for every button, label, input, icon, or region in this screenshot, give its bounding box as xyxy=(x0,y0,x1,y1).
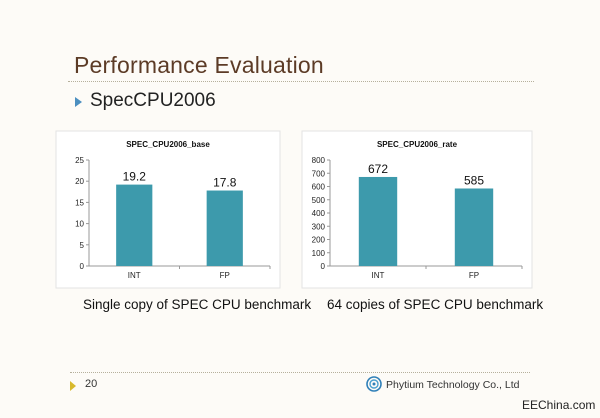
x-tick-label-int: INT xyxy=(372,271,385,280)
y-tick-label: 500 xyxy=(312,196,326,205)
page-number: 20 xyxy=(85,378,98,390)
bullet-arrow-icon xyxy=(75,97,82,107)
title-divider xyxy=(68,81,534,82)
slide-title: Performance Evaluation xyxy=(74,52,324,78)
bar-fp-base xyxy=(206,190,243,266)
footer-divider xyxy=(70,372,530,373)
y-tick-label: 10 xyxy=(75,220,84,229)
y-tick-label: 200 xyxy=(312,236,326,245)
x-tick-label-int: INT xyxy=(128,271,141,280)
left-chart-caption: Single copy of SPEC CPU benchmark xyxy=(83,297,312,312)
y-tick-label: 20 xyxy=(75,177,84,186)
y-tick-label: 0 xyxy=(321,262,326,271)
y-tick-label: 15 xyxy=(75,198,84,207)
bar-int-rate xyxy=(358,176,398,266)
y-tick-label: 300 xyxy=(312,222,326,231)
company-logo-icon xyxy=(366,376,382,392)
data-label-fp-rate: 585 xyxy=(464,173,484,187)
data-label-fp-base: 17.8 xyxy=(213,176,237,190)
slide-subtitle: SpecCPU2006 xyxy=(90,90,216,111)
x-tick-label-fp: FP xyxy=(220,271,230,280)
data-label-int-rate: 672 xyxy=(368,162,388,176)
footer-arrow-icon xyxy=(70,381,76,391)
y-tick-label: 100 xyxy=(312,249,326,258)
y-tick-label: 600 xyxy=(312,183,326,192)
y-tick-label: 0 xyxy=(80,262,85,271)
y-tick-label: 700 xyxy=(312,169,326,178)
y-tick-label: 25 xyxy=(75,156,84,165)
y-tick-label: 400 xyxy=(312,209,326,218)
watermark-text: EEChina.com xyxy=(522,398,596,412)
right-chart-caption: 64 copies of SPEC CPU benchmark xyxy=(327,297,544,312)
chart-title-rate: SPEC_CPU2006_rate xyxy=(377,140,458,149)
company-name: Phytium Technology Co., Ltd xyxy=(386,379,520,391)
bar-int-base xyxy=(116,184,153,266)
y-tick-label: 800 xyxy=(312,156,326,165)
chart-panel-base xyxy=(55,130,281,289)
y-tick-label: 5 xyxy=(80,241,85,250)
x-tick-label-fp: FP xyxy=(469,271,479,280)
chart-title-base: SPEC_CPU2006_base xyxy=(126,140,210,149)
bar-fp-rate xyxy=(454,188,494,266)
chart-panel-rate xyxy=(301,130,533,289)
data-label-int-base: 19.2 xyxy=(123,170,147,184)
